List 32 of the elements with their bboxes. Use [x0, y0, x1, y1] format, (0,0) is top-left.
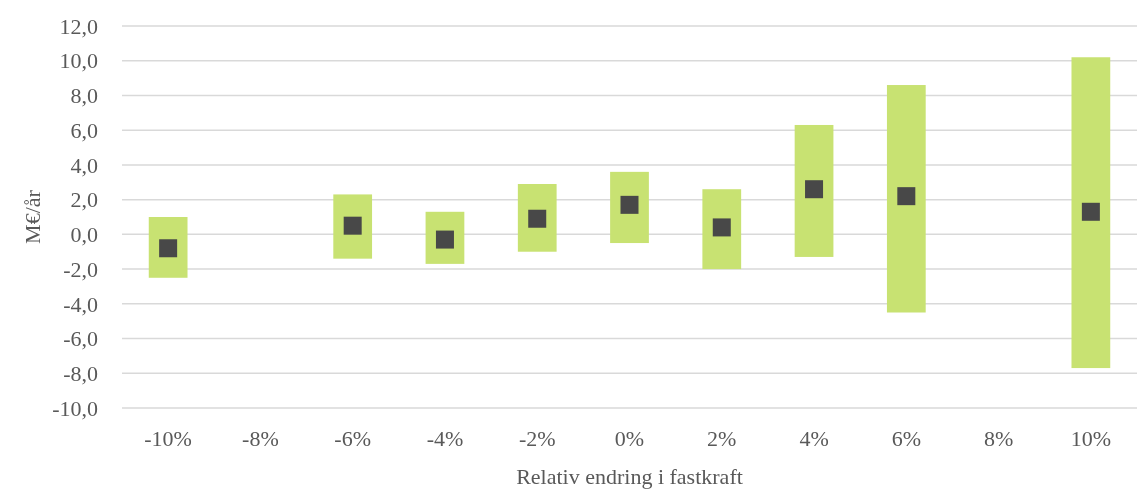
x-axis-title: Relativ endring i fastkraft: [516, 464, 743, 489]
x-tick-label: 4%: [799, 426, 829, 451]
y-tick-label: -2,0: [63, 256, 98, 282]
x-tick-label: -2%: [518, 426, 556, 451]
bar: [1071, 57, 1111, 369]
x-tick-label: 0%: [614, 426, 645, 451]
x-tick-label: 8%: [983, 426, 1014, 451]
x-tick-label: -4%: [426, 426, 464, 451]
x-tick-label: 2%: [707, 426, 737, 451]
point: [897, 187, 916, 206]
y-tick-label: -4,0: [63, 291, 98, 317]
y-tick-label: 0,0: [70, 222, 98, 248]
point: [1081, 202, 1100, 221]
x-tick-label: -8%: [242, 426, 279, 451]
y-tick-label: -10,0: [52, 395, 98, 421]
y-tick-label: -8,0: [63, 360, 98, 386]
x-tick-label: 6%: [891, 426, 921, 451]
y-tick-label: 10,0: [59, 48, 98, 74]
x-tick-label: -6%: [334, 426, 372, 451]
y-axis-title: M€/år: [20, 189, 45, 244]
y-tick-label: 2,0: [70, 187, 98, 213]
x-tick-label: 10%: [1070, 426, 1112, 451]
point: [712, 218, 731, 237]
y-tick-label: 4,0: [70, 152, 98, 178]
point: [805, 180, 824, 199]
y-tick-label: 12,0: [59, 13, 98, 39]
bar: [794, 124, 834, 257]
bar: [886, 85, 926, 313]
y-tick-label: 6,0: [70, 117, 98, 143]
y-tick-label: 8,0: [70, 83, 98, 109]
x-tick-label: -10%: [144, 426, 192, 451]
y-tick-label: -6,0: [63, 326, 98, 352]
